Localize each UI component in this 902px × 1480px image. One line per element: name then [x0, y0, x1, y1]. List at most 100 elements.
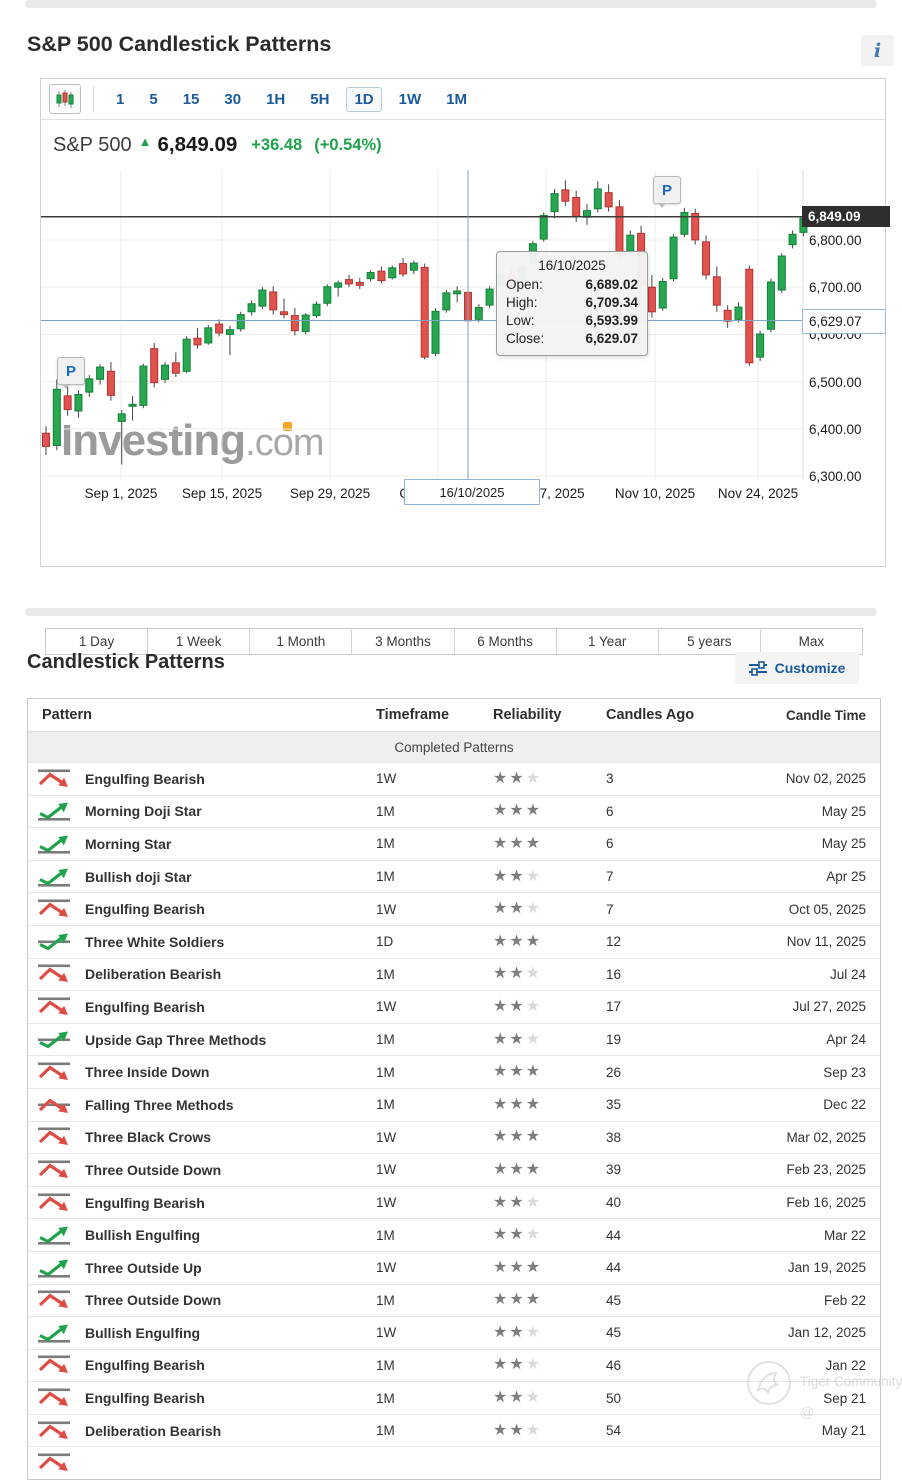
pattern-name: Three Black Crows [85, 1129, 212, 1146]
reliability-stars: ★★★ [493, 1160, 543, 1178]
reliability-stars: ★★★ [493, 900, 543, 918]
pattern-name: Engulfing Bearish [85, 998, 205, 1015]
pattern-timeframe: 1M [376, 1357, 395, 1373]
table-row[interactable]: Bullish doji Star 1M ★★★ 7 Apr 25 [28, 859, 880, 893]
range-5-years[interactable]: 5 years [659, 629, 761, 654]
range-1-month[interactable]: 1 Month [250, 629, 353, 654]
bearish-pattern-icon [28, 1289, 85, 1311]
timeframe-1h[interactable]: 1H [266, 90, 286, 108]
patterns-section-title: Candlestick Patterns [27, 651, 225, 673]
table-row[interactable]: Morning Star 1M ★★★ 6 May 25 [28, 827, 880, 860]
table-row[interactable]: Engulfing Bearish 1M ★★★ 50 Sep 21 [28, 1381, 880, 1414]
pattern-timeframe: 1M [376, 1292, 395, 1308]
reliability-stars: ★★★ [493, 1258, 543, 1276]
pattern-name: Falling Three Methods [85, 1096, 234, 1113]
reliability-stars: ★★★ [493, 932, 543, 950]
table-row[interactable]: Three White Soldiers 1D ★★★ 12 Nov 11, 2025 [28, 924, 880, 958]
candles-ago: 45 [606, 1292, 622, 1308]
x-axis-label: Nov 24, 2025 [717, 486, 799, 501]
candles-ago: 12 [606, 934, 622, 950]
range-6-months[interactable]: 6 Months [455, 629, 557, 654]
pattern-name: Morning Doji Star [85, 803, 202, 820]
pattern-marker-2[interactable]: P [653, 176, 681, 208]
reliability-stars: ★★★ [493, 769, 543, 787]
table-row-partial[interactable] [28, 1446, 880, 1479]
tooltip-close: Close: 6,629.07 [506, 331, 638, 346]
range-3-months[interactable]: 3 Months [352, 629, 455, 654]
x-axis-label: Sep 1, 2025 [84, 486, 158, 501]
candlestick-chart[interactable] [41, 170, 887, 482]
customize-button[interactable]: Customize [735, 652, 859, 684]
timeframe-1[interactable]: 1 [116, 90, 125, 108]
pattern-timeframe: 1M [376, 836, 395, 852]
table-row[interactable]: Three Black Crows 1W ★★★ 38 Mar 02, 2025 [28, 1120, 880, 1154]
reliability-stars: ★★★ [493, 1030, 543, 1048]
table-row[interactable]: Engulfing Bearish 1W ★★★ 3 Nov 02, 2025 [28, 762, 880, 795]
reliability-stars: ★★★ [493, 1421, 543, 1439]
table-row[interactable]: Morning Doji Star 1M ★★★ 6 May 25 [28, 794, 880, 828]
pattern-timeframe: 1W [376, 1260, 397, 1276]
table-row[interactable]: Upside Gap Three Methods 1M ★★★ 19 Apr 24 [28, 1022, 880, 1056]
candles-ago: 6 [606, 836, 614, 852]
candles-ago: 44 [606, 1227, 622, 1243]
range-max[interactable]: Max [798, 634, 825, 649]
table-row[interactable]: Three Outside Down 1M ★★★ 45 Feb 22 [28, 1283, 880, 1317]
candles-ago: 17 [606, 999, 622, 1015]
reliability-stars: ★★★ [493, 1323, 543, 1341]
info-button[interactable]: i [861, 35, 894, 66]
table-row[interactable]: Bullish Engulfing 1M ★★★ 44 Mar 22 [28, 1218, 880, 1251]
table-row[interactable]: Bullish Engulfing 1W ★★★ 45 Jan 12, 2025 [28, 1316, 880, 1349]
candles-ago: 44 [606, 1260, 622, 1276]
timeframe-5h[interactable]: 5H [310, 90, 330, 108]
pattern-timeframe: 1W [376, 1162, 397, 1178]
table-row[interactable]: Three Inside Down 1M ★★★ 26 Sep 23 [28, 1055, 880, 1088]
table-row[interactable]: Engulfing Bearish 1M ★★★ 46 Jan 22 [28, 1348, 880, 1382]
candles-ago: 19 [606, 1032, 622, 1048]
timeframe-1w[interactable]: 1W [398, 90, 422, 108]
range-1-week[interactable]: 1 Week [148, 629, 251, 654]
table-row[interactable]: Engulfing Bearish 1W ★★★ 40 Feb 16, 2025 [28, 1185, 880, 1219]
timeframe-1d[interactable]: 1D [346, 86, 382, 112]
pattern-name: Bullish Engulfing [85, 1227, 201, 1244]
table-row[interactable]: Deliberation Bearish 1M ★★★ 54 May 21 [28, 1413, 880, 1447]
reliability-stars: ★★★ [493, 1095, 543, 1113]
candle-time: Apr 25 [826, 869, 866, 885]
pattern-name: Engulfing Bearish [85, 1194, 205, 1211]
table-row[interactable]: Engulfing Bearish 1W ★★★ 17 Jul 27, 2025 [28, 990, 880, 1023]
reliability-stars: ★★★ [493, 867, 543, 885]
pattern-marker-1[interactable]: P [57, 357, 85, 389]
bearish-pattern-icon [28, 898, 85, 920]
bullish-mid-pattern-icon [28, 1029, 85, 1051]
pattern-timeframe: 1M [376, 1032, 395, 1048]
table-row[interactable]: Three Outside Down 1W ★★★ 39 Feb 23, 2025 [28, 1153, 880, 1186]
bearish-pattern-icon [28, 1354, 85, 1376]
ohlc-tooltip: 16/10/2025 Open: 6,689.02 High: 6,709.34 Low… [496, 251, 648, 356]
reliability-stars: ★★★ [493, 1356, 543, 1374]
range-selector: 1 Day 1 Week 1 Month 3 Months 6 Months 1 Year… [45, 628, 863, 655]
timeframe-30[interactable]: 30 [224, 90, 242, 108]
timeframe-5[interactable]: 5 [149, 90, 158, 108]
reliability-stars: ★★★ [493, 1291, 543, 1309]
pattern-timeframe: 1M [376, 1227, 395, 1243]
table-row[interactable]: Deliberation Bearish 1M ★★★ 16 Jul 24 [28, 957, 880, 991]
chart-type-button[interactable] [49, 84, 81, 114]
reliability-stars: ★★★ [493, 802, 543, 820]
timeframe-15[interactable]: 15 [182, 90, 200, 108]
pattern-name: Bullish doji Star [85, 868, 192, 885]
range-1-day[interactable]: 1 Day [46, 629, 149, 654]
table-row[interactable]: Three Outside Up 1W ★★★ 44 Jan 19, 2025 [28, 1250, 880, 1284]
table-row[interactable]: Falling Three Methods 1M ★★★ 35 Dec 22 [28, 1087, 880, 1121]
bearish-pattern-icon [28, 1126, 85, 1148]
col-candles-ago: Candles Ago [606, 707, 695, 723]
bullish-pattern-icon [28, 1322, 85, 1344]
table-row[interactable]: Engulfing Bearish 1W ★★★ 7 Oct 05, 2025 [28, 892, 880, 925]
table-header: Pattern Timeframe Reliability Candles Ag… [28, 699, 880, 731]
range-1-year[interactable]: 1 Year [557, 629, 659, 654]
candles-ago: 35 [606, 1097, 622, 1113]
pattern-timeframe: 1W [376, 1195, 397, 1211]
timeframe-1m[interactable]: 1M [446, 90, 467, 108]
reliability-stars: ★★★ [493, 1193, 543, 1211]
pattern-name: Engulfing Bearish [85, 1357, 205, 1374]
bearish-pattern-icon [28, 996, 85, 1018]
